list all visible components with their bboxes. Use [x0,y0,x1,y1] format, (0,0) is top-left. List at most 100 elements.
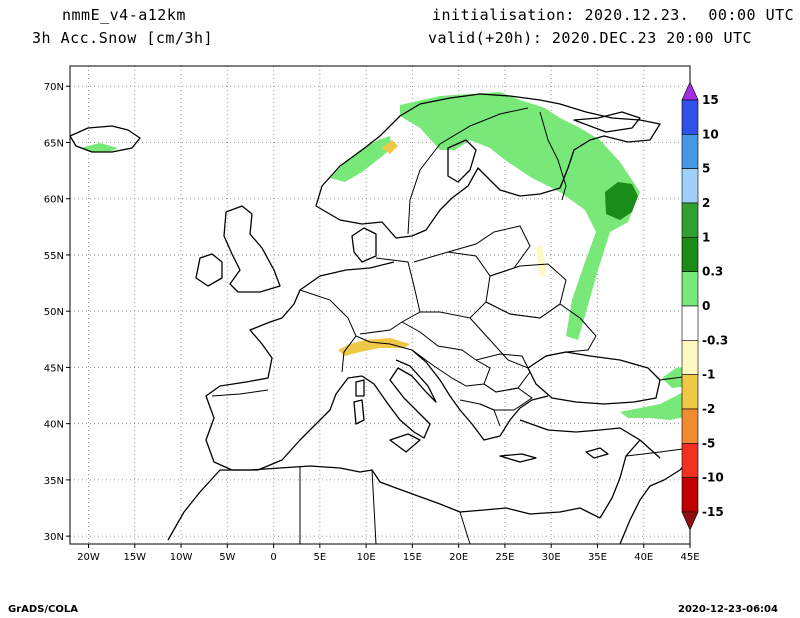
colorbar-top-arrow [681,81,699,101]
model-name: nmmE_v4-a12km [62,6,186,24]
coastline-crete [499,453,537,463]
rain-area-alps [338,338,410,356]
lat-tick-label: 60N [44,195,64,206]
colorbar-label: 1 [702,230,710,244]
coastline-balkans [411,349,549,441]
lon-tick-label: 0 [270,552,276,563]
rain-area-norway [382,140,398,154]
lon-tick-label: 45E [680,552,699,563]
coastline-ireland [195,253,223,287]
border-belarus [485,263,567,319]
coastline-africa [167,465,601,541]
field-name: 3h Acc.Snow [cm/3h] [32,29,214,47]
country-borders [211,107,691,545]
snow-area-caucasus [620,388,690,420]
colorbar-swatch [681,340,699,375]
colorbar-legend: 15 10 5 2 1 0.3 0 -0.3 -1 -2 -5 -10 -15 [681,81,728,531]
colorbar-label: 10 [702,127,719,141]
coastline-sardinia [353,399,365,425]
lat-tick-label: 35N [44,476,64,487]
coastline-mainland-west [205,261,395,471]
light-area-ukraine [536,244,546,278]
colorbar-swatch [681,271,699,307]
lat-tick-label: 30N [44,532,64,543]
border-north-africa [299,466,471,545]
colorbar-label: -2 [702,402,715,416]
border-romania [475,353,531,393]
colorbar-swatch [681,305,699,341]
colorbar-swatch [681,99,699,135]
coastline-great-britain [223,205,281,293]
coastline-sicily [389,433,421,453]
coastline-scandinavia [315,93,661,239]
colorbar-swatch [681,237,699,272]
coastline-kola [573,111,641,133]
lat-tick-label: 55N [44,251,64,262]
lat-tick-label: 70N [44,82,64,93]
colorbar-bottom-arrow [681,511,699,531]
colorbar-label: -15 [702,505,724,519]
border-finland-russia [539,111,567,201]
coastline-levant [599,439,641,519]
colorbar-swatch [681,168,699,204]
snow-map: 20W 15W 10W 5W 0 5E 10E 15E 20E 25E 30E 35E 40E 45E 7… [44,65,728,563]
coastline-corsica [355,379,365,397]
snow-area-norway-coast [330,136,392,182]
snow-area-iceland [80,143,118,152]
coastline-gulf-bothnia [447,139,477,183]
coastline-turkey-south [519,419,661,459]
lat-tick-label: 45N [44,363,64,374]
lon-tick-label: 25E [495,552,514,563]
colorbar-label: 2 [702,196,710,210]
colorbar-label: -5 [702,436,715,450]
border-france [299,289,357,373]
lat-tick-label: 50N [44,307,64,318]
colorbar-label: 0 [702,299,710,313]
colorbar-label: 5 [702,162,710,176]
footer-right: 2020-12-23-06:04 [678,604,778,615]
lat-tick-label: 65N [44,138,64,149]
coastline-denmark [351,227,377,263]
border-germany [359,257,421,335]
lon-tick-label: 40E [634,552,653,563]
coastline-black-sea [527,351,661,405]
lon-tick-label: 20E [449,552,468,563]
colorbar-swatch [681,202,699,238]
lon-tick-label: 10E [357,552,376,563]
initialisation-time: initialisation: 2020.12.23. 00:00 UTC [432,6,795,24]
colorbar-label: -1 [702,368,715,382]
colorbar-swatch [681,477,699,513]
lon-tick-label: 5E [314,552,327,563]
latitude-labels: 70N 65N 60N 55N 50N 45N 40N 35N 30N [44,82,70,543]
snow-shading [80,92,690,420]
snow-area-scandinavia [400,92,640,340]
coastline-iceland [69,125,141,153]
colorbar-swatch [681,408,699,444]
coastline-italy [361,359,437,439]
longitude-labels: 20W 15W 10W 5W 0 5E 10E 15E 20E 25E 30E 35E 40E 45E [77,544,700,563]
lon-tick-label: 5W [219,552,235,563]
colorbar-label: 15 [702,93,719,107]
border-turkey-syria [625,447,691,457]
colorbar-label: 0.3 [702,265,723,279]
valid-time: valid(+20h): 2020.DEC.23 20:00 UTC [428,29,753,47]
border-baltics [447,225,531,277]
lon-tick-label: 15W [123,552,146,563]
border-ukraine [469,301,597,369]
border-poland [413,251,491,319]
lon-tick-label: 15E [403,552,422,563]
coastline-cyprus [585,447,609,459]
lon-tick-label: 20W [77,552,100,563]
lon-tick-label: 10W [170,552,193,563]
footer-left: GrADS/COLA [8,604,78,615]
border-greece [459,399,501,427]
colorbar-label: -0.3 [702,333,728,347]
border-iberia [211,389,269,397]
snow-area-russia-core [605,182,638,220]
border-alps [355,321,491,387]
colorbar-label: -10 [702,471,724,485]
lon-tick-label: 35E [588,552,607,563]
coastline-red-sea [619,459,691,545]
coastlines [69,93,691,545]
lon-tick-label: 30E [542,552,561,563]
